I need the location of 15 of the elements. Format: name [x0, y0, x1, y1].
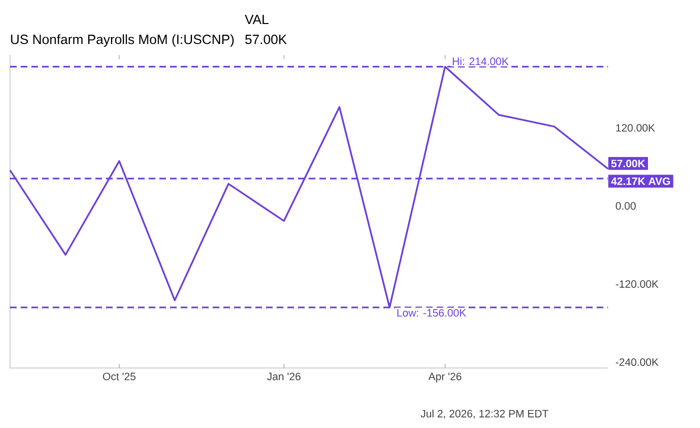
- y-tick-label: -240.00K: [616, 358, 659, 366]
- ref-line-label: Low: -156.00K: [397, 309, 466, 317]
- text: 57.00K: [245, 34, 287, 44]
- ref-line-label: 42.17K AVG: [611, 177, 670, 185]
- text: Jul 2, 2026, 12:32 PM EDT: [420, 410, 548, 419]
- data-label: 57.00K: [611, 160, 646, 168]
- text: US Nonfarm Payrolls MoM (I:USCNP): [11, 34, 234, 47]
- y-tick-label: 120.00K: [616, 124, 655, 132]
- y-tick-label: -120.00K: [616, 280, 659, 288]
- ref-line-label: Hi: 214.00K: [452, 57, 509, 66]
- x-tick-label: Oct '25: [103, 372, 136, 380]
- y-tick-label: 0.00: [616, 202, 636, 210]
- legend-title: VAL: [244, 14, 268, 24]
- x-tick-label: Jan '26: [267, 372, 300, 380]
- x-tick-label: Apr '26: [428, 372, 462, 382]
